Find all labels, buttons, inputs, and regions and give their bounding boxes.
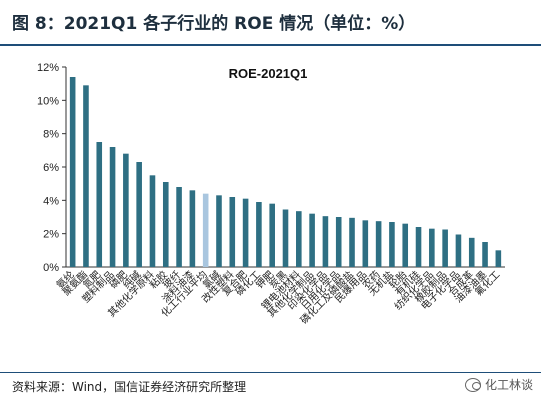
figure-title-bar: 图 8：2021Q1 各子行业的 ROE 情况（单位：%） (0, 0, 541, 40)
y-tick-label: 10% (37, 95, 59, 107)
bar-其他化学原料 (149, 175, 156, 267)
y-tick-label: 12% (37, 62, 59, 74)
bar-塑料制品 (109, 147, 116, 267)
y-tick-label: 6% (43, 162, 59, 174)
bar-农药 (375, 221, 382, 267)
watermark-text: 化工林谈 (484, 378, 533, 392)
bar-有机硅 (415, 227, 422, 267)
bar-粘胶 (162, 182, 169, 267)
bar-氮肥 (96, 142, 103, 267)
footer-rule (0, 372, 541, 373)
bar-印染化学品 (322, 216, 329, 267)
bar-锂电池材料 (296, 211, 302, 267)
bar-纺织化学品 (429, 228, 435, 267)
bar-氟化工 (495, 250, 502, 267)
bar-炭黑 (282, 209, 289, 267)
bar-电子化学品 (455, 234, 462, 267)
bar-磷肥 (123, 153, 129, 267)
bar-橡胶制品 (442, 229, 448, 267)
bar-玻纤 (176, 187, 182, 267)
bar-改性塑料 (229, 197, 236, 267)
bar-油漆油墨 (482, 242, 488, 267)
roe-bar-chart: 0% 2% 4% 6% 8% 10% 12% 氨纶聚氨酯氮肥塑料制品磷肥纯碱其他化学原料粘胶… (37, 62, 505, 327)
bar-钾肥 (269, 203, 275, 267)
wechat-icon (464, 377, 481, 392)
bar-其他化学制品 (309, 213, 315, 267)
bars (69, 77, 502, 267)
y-tick-label: 2% (43, 229, 59, 241)
bar-纯碱 (136, 162, 142, 267)
title-rule (0, 44, 541, 46)
bar-日用化学品 (335, 217, 342, 267)
y-tick-label: 8% (43, 129, 59, 141)
bar-轮胎 (402, 223, 409, 267)
bar-涂料油漆 (189, 190, 196, 267)
x-labels: 氨纶聚氨酯氮肥塑料制品磷肥纯碱其他化学原料粘胶玻纤涂料油漆化工行业平均氯碱改性塑… (53, 268, 502, 327)
bar-无机盐 (389, 222, 395, 267)
watermark: 化工林谈 (464, 376, 533, 393)
y-tick-label: 4% (43, 195, 59, 207)
figure-title: 图 8：2021Q1 各子行业的 ROE 情况（单位：%） (12, 14, 416, 34)
bar-氯碱 (216, 195, 222, 267)
bar-聚氨酯 (83, 85, 89, 267)
bar-化工行业平均 (202, 193, 209, 267)
bar-磷化工及磷酸盐 (349, 217, 355, 267)
source-note: 资料来源：Wind，国信证券经济研究所整理 (12, 380, 247, 394)
y-tick-label: 0% (43, 262, 59, 274)
bar-合成革 (468, 237, 475, 267)
bar-磷化工 (256, 202, 262, 267)
bar-复合肥 (242, 198, 249, 267)
bar-氨纶 (69, 77, 76, 267)
chart-title: ROE-2021Q1 (229, 66, 308, 81)
bar-民爆用品 (362, 220, 369, 267)
